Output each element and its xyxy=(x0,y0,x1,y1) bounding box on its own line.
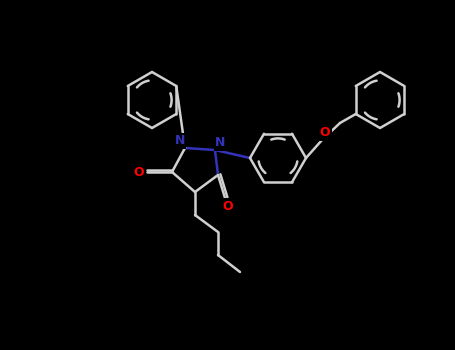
Text: O: O xyxy=(134,166,144,178)
Text: N: N xyxy=(215,136,225,149)
Text: O: O xyxy=(222,199,233,212)
Text: O: O xyxy=(320,126,330,140)
Text: N: N xyxy=(175,134,185,147)
